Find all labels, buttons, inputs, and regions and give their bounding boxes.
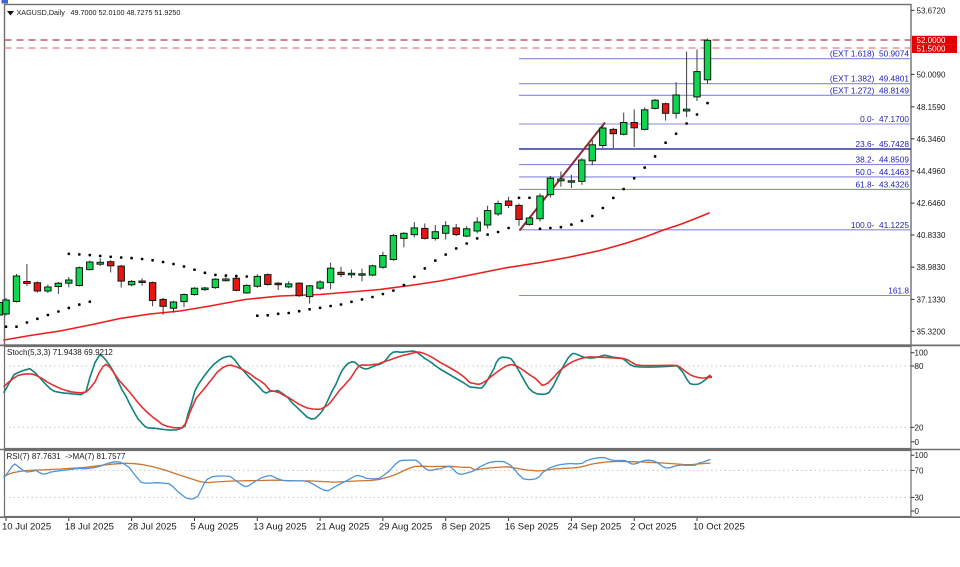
svg-text:100.0- 41.1225: 100.0- 41.1225 [851,220,910,230]
svg-text:51.5000: 51.5000 [917,45,946,54]
svg-text:80: 80 [915,362,924,371]
svg-text:30: 30 [915,493,924,502]
svg-text:46.3460: 46.3460 [917,135,946,144]
svg-text:37.1330: 37.1330 [917,295,946,304]
svg-text:52.0000: 52.0000 [917,36,946,45]
svg-text:29 Aug 2025: 29 Aug 2025 [379,522,432,533]
svg-text:5 Aug 2025: 5 Aug 2025 [191,522,239,533]
svg-text:48.1590: 48.1590 [917,103,946,112]
svg-text:100: 100 [915,451,929,460]
svg-text:10 Jul 2025: 10 Jul 2025 [2,522,51,533]
svg-text:38.2- 44.8509: 38.2- 44.8509 [855,155,909,165]
svg-text:28 Jul 2025: 28 Jul 2025 [128,522,177,533]
svg-text:(EXT 1.382) 49.4801: (EXT 1.382) 49.4801 [830,74,910,84]
svg-text:50.0090: 50.0090 [917,70,946,79]
svg-text:2 Oct 2025: 2 Oct 2025 [630,522,676,533]
svg-text:21 Aug 2025: 21 Aug 2025 [316,522,369,533]
svg-text:(EXT 1.618) 50.9074: (EXT 1.618) 50.9074 [830,49,910,59]
svg-text:0.0- 47.1700: 0.0- 47.1700 [860,114,909,124]
svg-text:10 Oct 2025: 10 Oct 2025 [693,522,745,533]
svg-text:23.6- 45.7428: 23.6- 45.7428 [855,139,909,149]
svg-text:RSI(7) 87.7631 ->MA(7) 81.757: RSI(7) 87.7631 ->MA(7) 81.7577 [7,452,127,461]
svg-text:35.3200: 35.3200 [917,327,946,336]
svg-text:161.8: 161.8 [888,286,909,296]
svg-text:18 Jul 2025: 18 Jul 2025 [65,522,114,533]
svg-text:8 Sep 2025: 8 Sep 2025 [442,522,491,533]
svg-text:24 Sep 2025: 24 Sep 2025 [567,522,621,533]
svg-text:0: 0 [915,438,920,447]
svg-text:0: 0 [915,507,920,516]
svg-text:70: 70 [915,466,924,475]
svg-text:100: 100 [915,349,929,358]
svg-text:(EXT 1.272) 48.8149: (EXT 1.272) 48.8149 [830,85,910,95]
svg-text:42.6460: 42.6460 [917,199,946,208]
svg-text:49.7000 52.0100 48.7275 51.925: 49.7000 52.0100 48.7275 51.9250 [71,8,181,17]
svg-text:16 Sep 2025: 16 Sep 2025 [505,522,559,533]
svg-text:44.4960: 44.4960 [917,167,946,176]
svg-text:61.8- 43.4326: 61.8- 43.4326 [855,179,909,189]
svg-text:13 Aug 2025: 13 Aug 2025 [253,522,306,533]
svg-text:50.0- 44.1463: 50.0- 44.1463 [855,167,909,177]
svg-text:38.9830: 38.9830 [917,263,946,272]
svg-text:20: 20 [915,423,924,432]
svg-text:53.6720: 53.6720 [917,6,946,15]
svg-text:Stoch(5,3,3) 71.9438 69.9212: Stoch(5,3,3) 71.9438 69.9212 [7,348,113,357]
svg-text:XAGUSD,Daily: XAGUSD,Daily [17,8,66,17]
svg-text:40.8330: 40.8330 [917,231,946,240]
